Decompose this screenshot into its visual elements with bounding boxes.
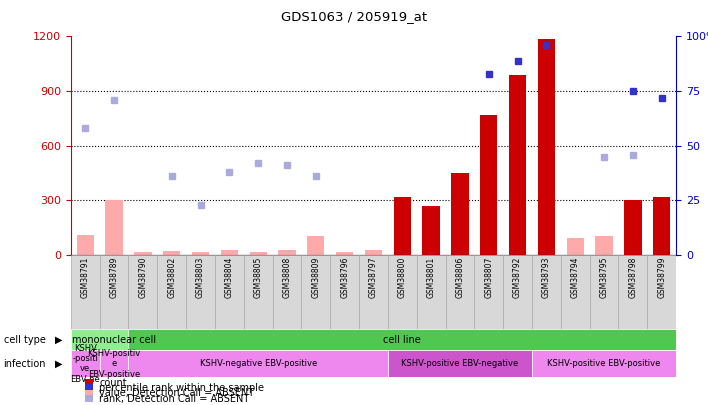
Text: GSM38805: GSM38805 (253, 257, 263, 298)
Text: GDS1063 / 205919_at: GDS1063 / 205919_at (281, 10, 427, 23)
Text: GSM38792: GSM38792 (513, 257, 522, 298)
Bar (445, 255, 474, 330)
Bar (163, 251, 181, 255)
Text: cell line: cell line (384, 335, 421, 345)
Bar (221, 249, 238, 255)
Bar (359, 255, 388, 330)
Text: GSM38807: GSM38807 (484, 257, 493, 298)
Bar (388, 350, 532, 377)
Bar (532, 350, 676, 377)
Bar (135, 252, 152, 255)
Text: percentile rank within the sample: percentile rank within the sample (99, 383, 264, 393)
Text: mononuclear cell: mononuclear cell (72, 335, 156, 345)
Bar (538, 39, 555, 255)
Text: count: count (99, 378, 127, 388)
Text: GSM38804: GSM38804 (225, 257, 234, 298)
Bar (100, 350, 128, 377)
Text: GSM38790: GSM38790 (138, 257, 147, 298)
Bar (503, 255, 532, 330)
Text: GSM38795: GSM38795 (600, 257, 609, 298)
Bar (647, 255, 676, 330)
Bar (595, 236, 612, 255)
Text: ▶: ▶ (55, 335, 62, 345)
Text: cell type: cell type (4, 335, 45, 345)
Bar (561, 255, 590, 330)
Text: GSM38802: GSM38802 (167, 257, 176, 298)
Text: GSM38808: GSM38808 (282, 257, 292, 298)
Bar (619, 255, 647, 330)
Text: GSM38796: GSM38796 (340, 257, 349, 298)
Bar (76, 235, 94, 255)
Bar (128, 255, 157, 330)
Text: GSM38794: GSM38794 (571, 257, 580, 298)
Bar (336, 252, 353, 255)
Bar (451, 173, 469, 255)
Bar (71, 350, 100, 377)
Text: KSHV
-positi
ve
EBV-ne: KSHV -positi ve EBV-ne (70, 343, 100, 384)
Text: GSM38791: GSM38791 (81, 257, 90, 298)
Text: GSM38799: GSM38799 (657, 257, 666, 298)
Bar (244, 255, 273, 330)
Bar (186, 255, 215, 330)
Text: KSHV-positive EBV-positive: KSHV-positive EBV-positive (547, 359, 661, 368)
Bar (71, 329, 157, 350)
Bar (157, 255, 186, 330)
Bar (566, 238, 584, 255)
Bar (278, 250, 296, 255)
Bar (71, 255, 100, 330)
Bar (509, 75, 526, 255)
Bar (417, 255, 445, 330)
Bar (307, 236, 324, 255)
Bar (330, 255, 359, 330)
Bar (365, 249, 382, 255)
Text: GSM38789: GSM38789 (110, 257, 118, 298)
Text: GSM38797: GSM38797 (369, 257, 378, 298)
Bar (388, 255, 417, 330)
Text: rank, Detection Call = ABSENT: rank, Detection Call = ABSENT (99, 394, 249, 403)
Text: GSM38800: GSM38800 (398, 257, 407, 298)
Bar (474, 255, 503, 330)
Bar (249, 252, 267, 255)
Text: infection: infection (4, 359, 46, 369)
Text: GSM38806: GSM38806 (455, 257, 464, 298)
Bar (394, 197, 411, 255)
Text: GSM38803: GSM38803 (196, 257, 205, 298)
Bar (423, 206, 440, 255)
Bar (100, 255, 128, 330)
Bar (215, 255, 244, 330)
Text: GSM38809: GSM38809 (312, 257, 320, 298)
Text: value, Detection Call = ABSENT: value, Detection Call = ABSENT (99, 388, 254, 398)
Bar (128, 350, 388, 377)
Text: GSM38798: GSM38798 (629, 257, 637, 298)
Bar (105, 200, 122, 255)
Text: KSHV-positive EBV-negative: KSHV-positive EBV-negative (401, 359, 518, 368)
Bar (480, 115, 498, 255)
Bar (653, 197, 670, 255)
Bar (624, 200, 641, 255)
Text: KSHV-negative EBV-positive: KSHV-negative EBV-positive (200, 359, 316, 368)
Bar (532, 255, 561, 330)
Text: KSHV-positiv
e
EBV-positive: KSHV-positiv e EBV-positive (87, 349, 141, 379)
Bar (273, 255, 302, 330)
Text: GSM38801: GSM38801 (427, 257, 435, 298)
Text: ▶: ▶ (55, 359, 62, 369)
Bar (192, 252, 209, 255)
Bar (590, 255, 619, 330)
Bar (302, 255, 330, 330)
Text: GSM38793: GSM38793 (542, 257, 551, 298)
